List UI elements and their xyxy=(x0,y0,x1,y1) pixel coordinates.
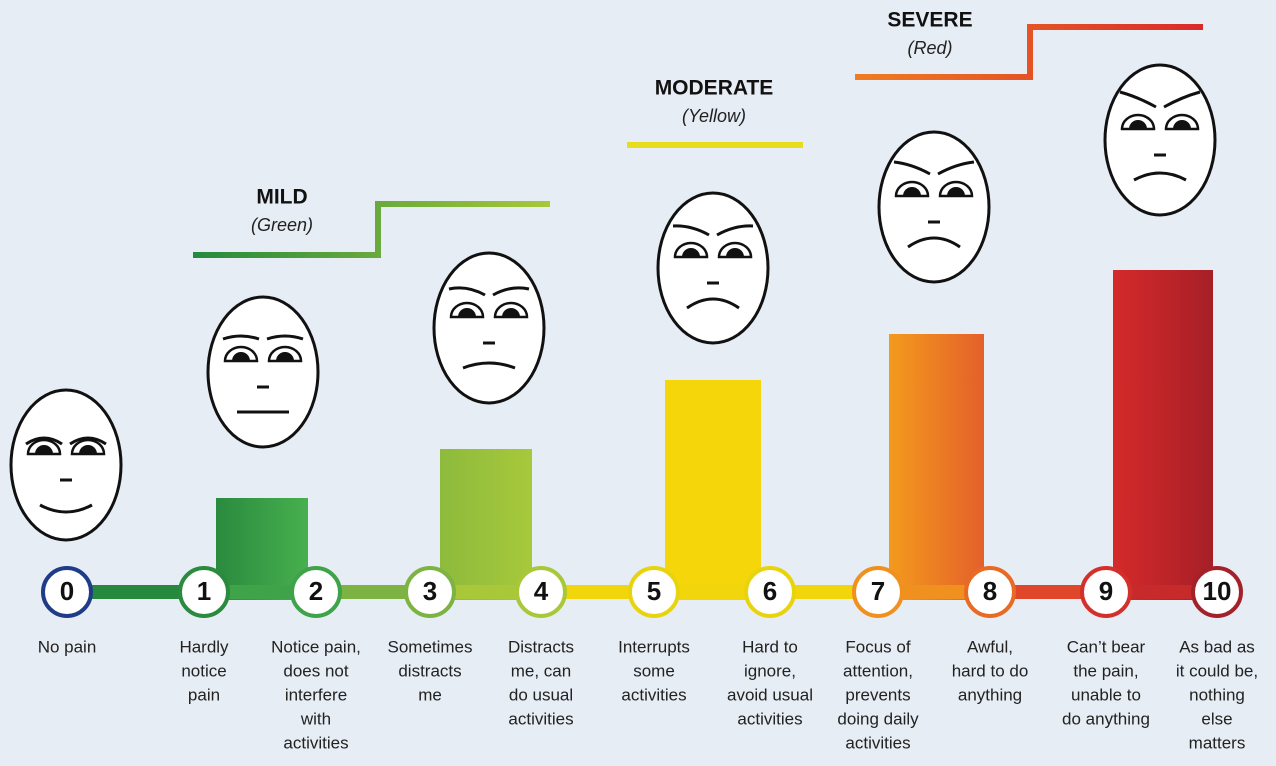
group-color: (Yellow) xyxy=(682,106,746,126)
bar xyxy=(665,380,761,600)
level-description: Interrupts xyxy=(618,637,690,656)
level-description: Notice pain, xyxy=(271,637,361,656)
level-description: activities xyxy=(845,733,910,752)
level-description: ignore, xyxy=(744,661,796,680)
level-description: anything xyxy=(958,685,1022,704)
face xyxy=(208,297,318,447)
bar xyxy=(1113,270,1213,600)
level-number: 0 xyxy=(60,576,74,606)
level-description: some xyxy=(633,661,675,680)
level-description: me xyxy=(418,685,442,704)
level-description: do anything xyxy=(1062,709,1150,728)
level-description: Sometimes xyxy=(387,637,472,656)
level-description: unable to xyxy=(1071,685,1141,704)
level-description: do usual xyxy=(509,685,573,704)
face-outline xyxy=(658,193,768,343)
level-description: pain xyxy=(188,685,220,704)
level-description: activities xyxy=(283,733,348,752)
level-description: activities xyxy=(737,709,802,728)
level-description: activities xyxy=(508,709,573,728)
face xyxy=(658,193,768,343)
level-description: Hardly xyxy=(179,637,229,656)
level-description: the pain, xyxy=(1073,661,1138,680)
face-outline xyxy=(11,390,121,540)
group-color: (Green) xyxy=(251,215,313,235)
level-description: Can’t bear xyxy=(1067,637,1146,656)
face xyxy=(434,253,544,403)
level-description: it could be, xyxy=(1176,661,1258,680)
level-description: notice xyxy=(181,661,226,680)
group-color: (Red) xyxy=(907,38,952,58)
group-name: MILD xyxy=(256,186,307,209)
level-description: activities xyxy=(621,685,686,704)
level-description: avoid usual xyxy=(727,685,813,704)
level-description: As bad as xyxy=(1179,637,1255,656)
face xyxy=(11,390,121,540)
level-description: Focus of xyxy=(845,637,910,656)
pain-scale: MILD (Green) MODERATE (Yellow) SEVERE (R… xyxy=(0,0,1276,766)
level-number: 2 xyxy=(309,576,323,606)
level-description: Awful, xyxy=(967,637,1013,656)
level-number: 8 xyxy=(983,576,997,606)
level-description: hard to do xyxy=(952,661,1029,680)
level-number: 6 xyxy=(763,576,777,606)
bar xyxy=(889,334,984,600)
level-description: Distracts xyxy=(508,637,574,656)
face-outline xyxy=(434,253,544,403)
level-description: does not xyxy=(283,661,348,680)
face-outline xyxy=(208,297,318,447)
face xyxy=(879,132,989,282)
level-description: else xyxy=(1201,709,1232,728)
group-name: SEVERE xyxy=(887,9,972,32)
level-description: matters xyxy=(1189,733,1246,752)
level-number: 5 xyxy=(647,576,661,606)
bar xyxy=(440,449,532,600)
level-number: 3 xyxy=(423,576,437,606)
level-number: 9 xyxy=(1099,576,1113,606)
level-description: No pain xyxy=(38,637,97,656)
level-description: interfere xyxy=(285,685,347,704)
level-description: prevents xyxy=(845,685,910,704)
level-description: doing daily xyxy=(837,709,919,728)
level-description: me, can xyxy=(511,661,571,680)
level-number: 7 xyxy=(871,576,885,606)
face-outline xyxy=(1105,65,1215,215)
level-description: nothing xyxy=(1189,685,1245,704)
mild-line xyxy=(193,204,550,255)
level-description: attention, xyxy=(843,661,913,680)
face-outline xyxy=(879,132,989,282)
face xyxy=(1105,65,1215,215)
level-description: with xyxy=(300,709,331,728)
group-name: MODERATE xyxy=(655,77,774,100)
level-description: distracts xyxy=(398,661,461,680)
level-description: Hard to xyxy=(742,637,798,656)
level-number: 10 xyxy=(1203,576,1232,606)
level-number: 4 xyxy=(534,576,549,606)
level-number: 1 xyxy=(197,576,211,606)
